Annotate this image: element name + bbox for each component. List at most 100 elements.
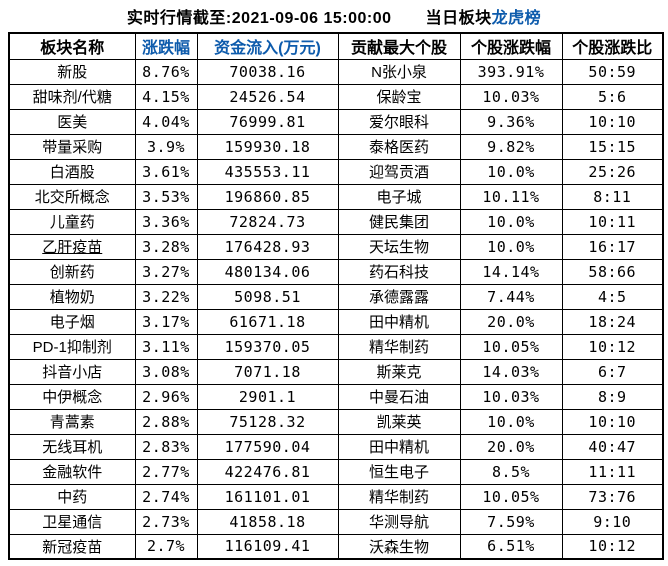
- sector-name-link[interactable]: 甜味剂/代糖: [8, 83, 136, 110]
- stock-change: 9.82%: [459, 133, 563, 160]
- inflow-value: 7071.18: [196, 358, 339, 385]
- inflow-value: 435553.11: [196, 158, 339, 185]
- sector-name-link[interactable]: 白酒股: [8, 158, 136, 185]
- stock-change: 20.0%: [459, 308, 563, 335]
- stock-name-link[interactable]: 迎驾贡酒: [337, 158, 461, 185]
- dragon-tiger-list-link[interactable]: 龙虎榜: [491, 10, 542, 27]
- up-down-ratio: 6:7: [561, 358, 664, 385]
- col-header-inflow: 资金流入(万元): [196, 32, 339, 60]
- sector-name-link[interactable]: 无线耳机: [8, 433, 136, 460]
- sector-name-link[interactable]: 中伊概念: [8, 383, 136, 410]
- up-down-ratio: 11:11: [561, 458, 664, 485]
- inflow-value: 177590.04: [196, 433, 339, 460]
- stock-name-link[interactable]: 泰格医药: [337, 133, 461, 160]
- table-row: 新冠疫苗 2.7% 116109.41 沃森生物 6.51% 10:12: [8, 533, 664, 560]
- up-down-ratio: 8:9: [561, 383, 664, 410]
- up-down-ratio: 18:24: [561, 308, 664, 335]
- sector-name-link[interactable]: 北交所概念: [8, 183, 136, 210]
- sector-name-link[interactable]: 创新药: [8, 258, 136, 285]
- stock-name-link[interactable]: N张小泉: [337, 58, 461, 85]
- col-header-sector: 板块名称: [8, 32, 136, 60]
- table-row: 乙肝疫苗 3.28% 176428.93 天坛生物 10.0% 16:17: [8, 233, 664, 260]
- sector-change: 2.74%: [134, 483, 198, 510]
- sector-name-link[interactable]: 卫星通信: [8, 508, 136, 535]
- stock-name-link[interactable]: 天坛生物: [337, 233, 461, 260]
- table-row: PD-1抑制剂 3.11% 159370.05 精华制药 10.05% 10:12: [8, 333, 664, 360]
- col-header-stock-change: 个股涨跌幅: [459, 32, 563, 60]
- table-row: 电子烟 3.17% 61671.18 田中精机 20.0% 18:24: [8, 308, 664, 335]
- stock-change: 7.59%: [459, 508, 563, 535]
- sector-change: 2.88%: [134, 408, 198, 435]
- sector-change: 3.9%: [134, 133, 198, 160]
- stock-name-link[interactable]: 凯莱英: [337, 408, 461, 435]
- stock-name-link[interactable]: 药石科技: [337, 258, 461, 285]
- stock-name-link[interactable]: 健民集团: [337, 208, 461, 235]
- table-row: 创新药 3.27% 480134.06 药石科技 14.14% 58:66: [8, 258, 664, 285]
- stock-change: 9.36%: [459, 108, 563, 135]
- inflow-value: 41858.18: [196, 508, 339, 535]
- up-down-ratio: 8:11: [561, 183, 664, 210]
- sector-change: 3.28%: [134, 233, 198, 260]
- sector-name-link[interactable]: 新冠疫苗: [8, 533, 136, 560]
- stock-name-link[interactable]: 精华制药: [337, 483, 461, 510]
- inflow-value: 2901.1: [196, 383, 339, 410]
- stock-name-link[interactable]: 华测导航: [337, 508, 461, 535]
- up-down-ratio: 25:26: [561, 158, 664, 185]
- stock-change: 10.0%: [459, 233, 563, 260]
- stock-name-link[interactable]: 恒生电子: [337, 458, 461, 485]
- stock-change: 14.14%: [459, 258, 563, 285]
- stock-name-link[interactable]: 田中精机: [337, 308, 461, 335]
- sector-change: 3.22%: [134, 283, 198, 310]
- stock-change: 14.03%: [459, 358, 563, 385]
- sector-name-link[interactable]: 植物奶: [8, 283, 136, 310]
- title-board-prefix: 当日板块: [425, 10, 492, 27]
- sector-name-link[interactable]: 抖音小店: [8, 358, 136, 385]
- sector-change: 3.11%: [134, 333, 198, 360]
- sector-change: 3.17%: [134, 308, 198, 335]
- sector-change: 3.36%: [134, 208, 198, 235]
- table-row: 无线耳机 2.83% 177590.04 田中精机 20.0% 40:47: [8, 433, 664, 460]
- up-down-ratio: 10:12: [561, 333, 664, 360]
- sector-change: 3.27%: [134, 258, 198, 285]
- stock-name-link[interactable]: 斯莱克: [337, 358, 461, 385]
- stock-change: 7.44%: [459, 283, 563, 310]
- stock-name-link[interactable]: 田中精机: [337, 433, 461, 460]
- up-down-ratio: 40:47: [561, 433, 664, 460]
- stock-name-link[interactable]: 承德露露: [337, 283, 461, 310]
- page-title: 实时行情截至:2021-09-06 15:00:00 当日板块 龙虎榜: [0, 0, 668, 32]
- table-row: 金融软件 2.77% 422476.81 恒生电子 8.5% 11:11: [8, 458, 664, 485]
- sector-name-link[interactable]: 金融软件: [8, 458, 136, 485]
- table-row: 儿童药 3.36% 72824.73 健民集团 10.0% 10:11: [8, 208, 664, 235]
- sector-name-link[interactable]: PD-1抑制剂: [8, 333, 136, 360]
- stock-name-link[interactable]: 中曼石油: [337, 383, 461, 410]
- sector-change: 3.53%: [134, 183, 198, 210]
- stock-name-link[interactable]: 电子城: [337, 183, 461, 210]
- stock-name-link[interactable]: 精华制药: [337, 333, 461, 360]
- inflow-value: 72824.73: [196, 208, 339, 235]
- col-header-top-stock: 贡献最大个股: [337, 32, 461, 60]
- sector-name-link[interactable]: 乙肝疫苗: [8, 233, 136, 260]
- stock-name-link[interactable]: 爱尔眼科: [337, 108, 461, 135]
- sector-change: 4.15%: [134, 83, 198, 110]
- stock-name-link[interactable]: 保龄宝: [337, 83, 461, 110]
- up-down-ratio: 50:59: [561, 58, 664, 85]
- inflow-value: 116109.41: [196, 533, 339, 560]
- sector-name-link[interactable]: 中药: [8, 483, 136, 510]
- sector-name-link[interactable]: 儿童药: [8, 208, 136, 235]
- sector-change: 3.08%: [134, 358, 198, 385]
- table-row: 植物奶 3.22% 5098.51 承德露露 7.44% 4:5: [8, 283, 664, 310]
- table-row: 新股 8.76% 70038.16 N张小泉 393.91% 50:59: [8, 58, 664, 85]
- inflow-value: 159370.05: [196, 333, 339, 360]
- table-row: 带量采购 3.9% 159930.18 泰格医药 9.82% 15:15: [8, 133, 664, 160]
- up-down-ratio: 10:10: [561, 108, 664, 135]
- up-down-ratio: 9:10: [561, 508, 664, 535]
- sector-name-link[interactable]: 青蒿素: [8, 408, 136, 435]
- sector-name-link[interactable]: 医美: [8, 108, 136, 135]
- sector-name-link[interactable]: 带量采购: [8, 133, 136, 160]
- sector-name-link[interactable]: 电子烟: [8, 308, 136, 335]
- stock-change: 10.03%: [459, 83, 563, 110]
- inflow-value: 176428.93: [196, 233, 339, 260]
- stock-name-link[interactable]: 沃森生物: [337, 533, 461, 560]
- sector-name-link[interactable]: 新股: [8, 58, 136, 85]
